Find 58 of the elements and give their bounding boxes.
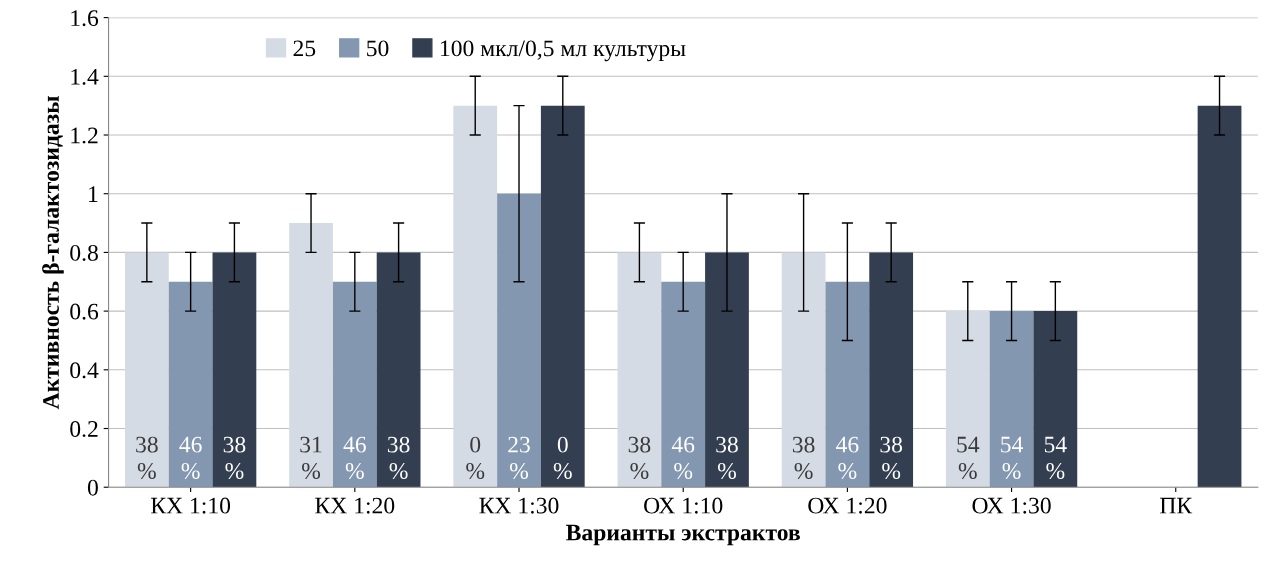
bar	[289, 223, 333, 488]
annotation: 38 %	[792, 436, 815, 479]
x-tick-label: КХ 1:30	[479, 497, 559, 514]
legend-label: 50	[367, 40, 389, 57]
annotation: 38 %	[628, 436, 651, 479]
bar	[124, 252, 169, 488]
annotation: 54 %	[1001, 436, 1023, 479]
bar	[705, 252, 749, 488]
annotation: 46 %	[836, 436, 859, 479]
bar	[989, 311, 1034, 488]
annotation: 0 %	[466, 436, 485, 479]
y-tick-label: 0.6	[70, 303, 99, 320]
bar	[617, 252, 662, 488]
annotation: 23 %	[508, 436, 530, 479]
y-tick-label: 0	[87, 479, 98, 496]
bar	[869, 252, 914, 488]
annotation: 38 %	[223, 436, 246, 479]
bar	[168, 281, 213, 488]
annotation: 38 %	[387, 436, 410, 479]
bar	[781, 252, 826, 488]
bar	[825, 281, 870, 488]
x-tick-label: ОХ 1:10	[644, 497, 723, 514]
bar	[1033, 311, 1078, 488]
annotation: 38 %	[880, 436, 903, 479]
x-tick-label: ОХ 1:30	[972, 497, 1051, 514]
legend-label: 25	[293, 40, 316, 57]
annotation: 0 %	[553, 436, 572, 479]
bar	[945, 311, 990, 488]
bar	[332, 281, 377, 488]
annotation: 38 %	[716, 436, 738, 479]
annotation: 54 %	[1044, 436, 1067, 479]
y-tick-label: 0.4	[70, 362, 99, 379]
y-tick-label: 1.6	[71, 10, 99, 27]
annotation: 46 %	[343, 436, 366, 479]
bar	[376, 252, 421, 488]
bar	[453, 105, 498, 488]
annotation: 38 %	[136, 436, 158, 479]
x-axis-title: Варианты экстрактов	[566, 524, 800, 546]
bar	[1197, 105, 1242, 488]
x-tick-label: ПК	[1160, 497, 1193, 514]
bar	[212, 252, 257, 488]
annotation: 46 %	[179, 436, 202, 479]
y-tick-label: 1.2	[71, 127, 98, 144]
y-tick-label: 1	[89, 186, 98, 202]
y-axis-title: Активность β-галактозидазы	[42, 96, 64, 410]
legend-label: 100 мкл/0,5 мл культуры	[440, 40, 686, 62]
x-tick-label: КХ 1:20	[315, 497, 395, 514]
x-tick-label: КХ 1:10	[150, 497, 231, 514]
y-tick-label: 1.4	[71, 68, 99, 85]
annotation: 46 %	[671, 436, 695, 479]
y-tick-label: 0.2	[70, 421, 98, 438]
annotation: 54 %	[957, 436, 980, 479]
y-tick-label: 0.8	[70, 244, 98, 261]
annotation: 31 %	[300, 436, 322, 479]
x-tick-label: ОХ 1:20	[808, 497, 887, 514]
bar	[661, 281, 706, 488]
bar	[497, 193, 541, 488]
bar	[540, 105, 585, 488]
